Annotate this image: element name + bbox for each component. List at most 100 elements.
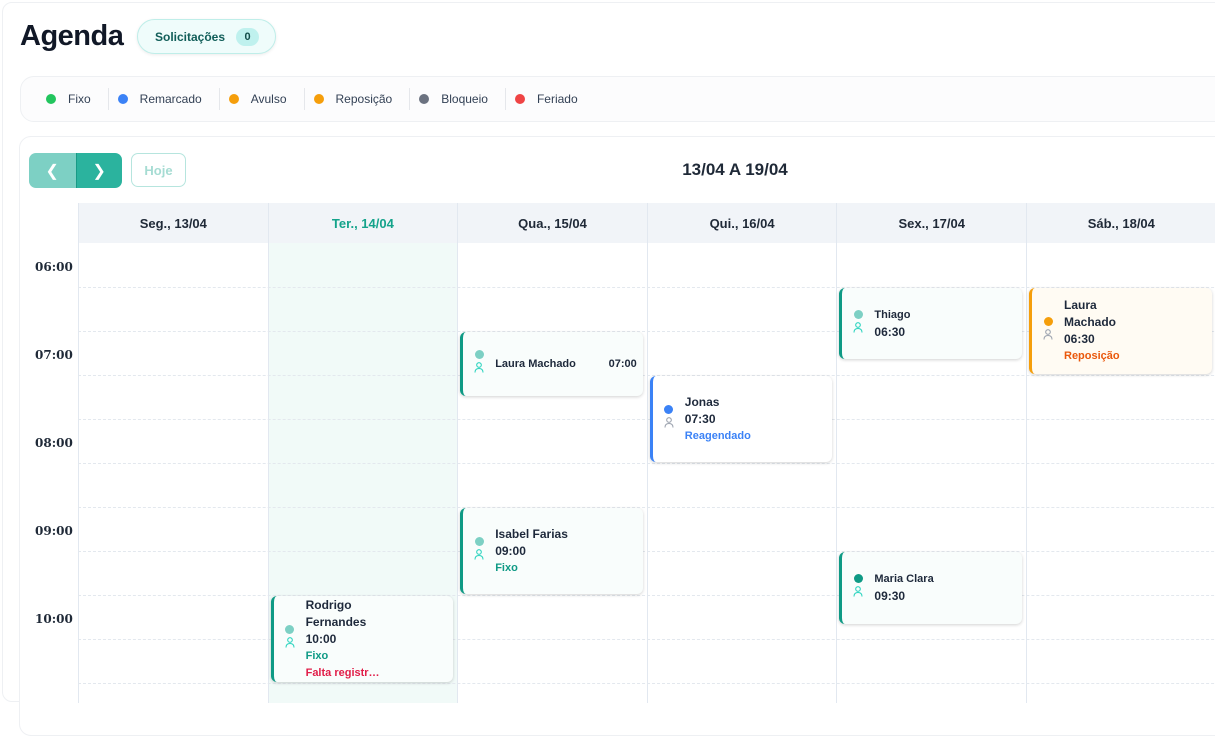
appointment-text: Laura Machado 06:30 Reposição	[1064, 297, 1144, 365]
client-name: Thiago	[874, 308, 911, 321]
grid-line	[78, 375, 1215, 376]
legend-label: Feriado	[536, 92, 578, 106]
time-label: 06:00	[35, 260, 73, 274]
legend-dot-icon	[117, 94, 128, 104]
legend-item: Fixo	[37, 88, 109, 110]
next-week-button[interactable]: ❯	[75, 153, 122, 188]
appointment-card[interactable]: Laura Machado 07:00	[460, 332, 643, 396]
time-label: 07:00	[35, 348, 73, 362]
grid-line	[78, 595, 1215, 596]
time-label: 10:00	[35, 612, 73, 626]
grid-line	[78, 551, 1215, 552]
legend-dot-icon	[228, 94, 239, 104]
appointment-time: 09:00	[495, 543, 526, 558]
appointment-time: 10:00	[305, 631, 337, 646]
calendar-grid: Seg., 13/04 Ter., 14/04 Qua., 15/04 Qui., 1…	[29, 203, 1215, 703]
appointment-time: 07:30	[684, 411, 716, 426]
prev-week-button[interactable]: ❮	[29, 153, 76, 188]
day-header[interactable]: Sex., 17/04	[836, 203, 1026, 243]
grid-line	[78, 639, 1215, 640]
legend-item: Remarcado	[109, 88, 220, 110]
user-icon	[474, 359, 484, 378]
chevron-right-icon: ❯	[92, 162, 106, 180]
day-header[interactable]: Seg., 13/04	[78, 203, 268, 243]
status-icons	[852, 309, 864, 338]
day-column[interactable]	[457, 243, 647, 703]
status-dot-icon	[853, 574, 863, 583]
status-icons	[1042, 317, 1054, 345]
appointment-text: Thiago 06:30	[874, 307, 910, 341]
grid-line	[78, 463, 1215, 464]
day-header[interactable]: Qua., 15/04	[457, 203, 647, 243]
status-icons	[284, 625, 296, 653]
legend-dot-icon	[514, 94, 525, 104]
user-icon	[1043, 326, 1053, 345]
status-dot-icon	[664, 405, 674, 414]
day-column[interactable]	[646, 243, 837, 703]
status-dot-icon	[853, 309, 863, 319]
week-nav: ❮ ❯	[29, 153, 122, 188]
day-column[interactable]	[1026, 243, 1215, 703]
time-label: 09:00	[35, 524, 73, 538]
status-dot-icon	[474, 537, 484, 546]
appointment-time: 06:30	[874, 324, 906, 339]
legend-item: Bloqueio	[410, 88, 506, 110]
client-name: Isabel Farias	[495, 526, 568, 541]
grid-line	[78, 287, 1215, 288]
grid-line	[78, 419, 1215, 420]
requests-button[interactable]: Solicitações 0	[137, 19, 276, 54]
user-icon	[853, 583, 863, 602]
day-header[interactable]: Ter., 14/04	[267, 203, 458, 243]
status-icons	[663, 405, 675, 433]
legend-label: Reposição	[335, 92, 393, 106]
appointment-card[interactable]: Laura Machado 06:30 Reposição	[1029, 288, 1212, 374]
user-icon	[285, 634, 295, 653]
day-header[interactable]: Qui., 16/04	[646, 203, 837, 243]
legend-item: Avulso	[220, 88, 305, 110]
appointment-text: Laura Machado 07:00	[495, 356, 637, 373]
requests-label: Solicitações	[155, 29, 226, 44]
time-label: 08:00	[35, 436, 73, 450]
appointment-text: Isabel Farias 09:00 Fixo	[495, 526, 568, 577]
status-dot-icon	[285, 625, 295, 634]
legend: Fixo Remarcado Avulso Reposição Bloqueio Feri…	[20, 76, 1215, 122]
appointment-time: 07:00	[608, 357, 637, 370]
appointment-text: Jonas 07:30 Reagendado	[685, 394, 751, 445]
legend-label: Fixo	[68, 92, 91, 106]
today-button[interactable]: Hoje	[131, 153, 186, 187]
status-icons	[852, 574, 864, 602]
client-name: Laura Machado	[495, 357, 576, 370]
chevron-left-icon: ❮	[45, 162, 59, 180]
day-header[interactable]: Sáb., 18/04	[1026, 203, 1215, 243]
client-name: Jonas	[684, 394, 720, 409]
day-column[interactable]	[78, 243, 268, 703]
legend-item: Feriado	[506, 88, 595, 110]
appointment-status: Reagendado	[684, 429, 751, 442]
appointment-card[interactable]: Jonas 07:30 Reagendado	[649, 376, 833, 462]
user-icon	[853, 319, 863, 338]
grid-line	[78, 331, 1215, 332]
appointment-card[interactable]: Rodrigo Fernandes 10:00 Fixo Falta registr…	[270, 596, 454, 682]
status-icons	[473, 350, 485, 378]
status-icons	[473, 537, 485, 565]
legend-dot-icon	[46, 94, 56, 104]
grid-line	[78, 507, 1215, 508]
legend-label: Bloqueio	[441, 92, 488, 106]
appointment-time: 06:30	[1064, 332, 1095, 346]
user-icon	[664, 414, 674, 433]
legend-label: Avulso	[250, 92, 287, 106]
day-column[interactable]	[836, 243, 1026, 703]
appointment-card[interactable]: Maria Clara 09:30	[839, 552, 1022, 624]
appointment-card[interactable]: Thiago 06:30	[839, 288, 1022, 359]
appointment-card[interactable]: Isabel Farias 09:00 Fixo	[460, 508, 643, 594]
appointment-text: Maria Clara 09:30	[874, 571, 933, 605]
client-name: Maria Clara	[874, 573, 934, 585]
legend-dot-icon	[419, 94, 430, 104]
legend-dot-icon	[313, 94, 324, 104]
appointment-status: Fixo	[305, 649, 329, 662]
client-name: Laura Machado	[1064, 298, 1117, 329]
page-title: Agenda	[20, 20, 124, 52]
appointment-status: Reposição	[1064, 350, 1120, 362]
legend-label: Remarcado	[139, 92, 202, 106]
grid-line	[78, 683, 1215, 684]
